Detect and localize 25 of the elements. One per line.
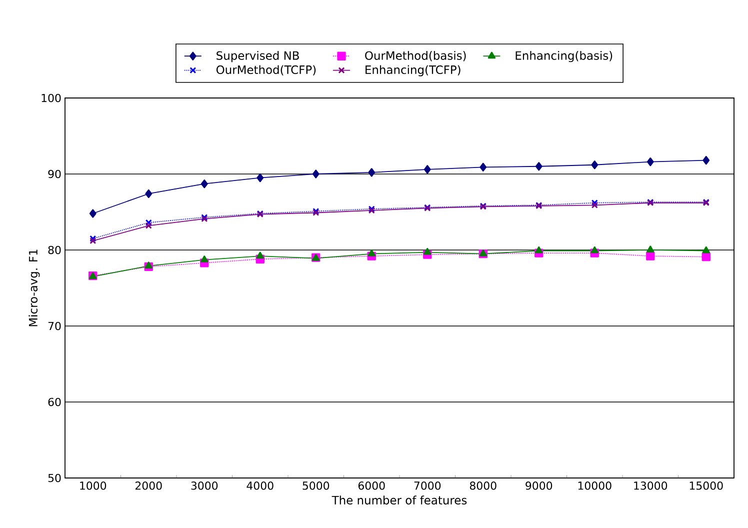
y-tick-label: 60 [48, 398, 61, 406]
x-tick-label: 6000 [358, 482, 385, 490]
y-tick-label: 90 [48, 170, 61, 178]
x-tick-label: 8000 [470, 482, 496, 490]
x-tick-label: 7000 [414, 482, 441, 490]
x-tick-label: 15000 [690, 482, 723, 490]
legend-label: Enhancing(TCFP) [366, 65, 460, 76]
y-tick-label: 70 [48, 322, 61, 330]
x-tick-label: 4000 [246, 482, 274, 490]
x-tick-label: 13000 [634, 482, 668, 490]
legend-label: OurMethod(TCFP) [216, 65, 316, 76]
x-axis-title: The number of features [332, 496, 467, 504]
y-tick-label: 80 [48, 246, 61, 254]
x-tick-label: 2000 [135, 482, 162, 490]
y-tick-label: 100 [42, 94, 61, 102]
legend-label: Enhancing(basis) [516, 51, 612, 62]
y-tick-label: 50 [48, 474, 61, 482]
x-tick-label: 9000 [526, 482, 552, 490]
x-tick-label: 1000 [80, 482, 106, 490]
x-tick-label: 5000 [302, 482, 330, 490]
legend-label: Supervised NB [216, 51, 299, 62]
x-tick-label: 3000 [191, 482, 218, 490]
y-axis-title: Micro-avg. F1 [28, 250, 40, 326]
x-tick-label: 10000 [578, 482, 612, 490]
legend-label: OurMethod(basis) [365, 51, 466, 62]
